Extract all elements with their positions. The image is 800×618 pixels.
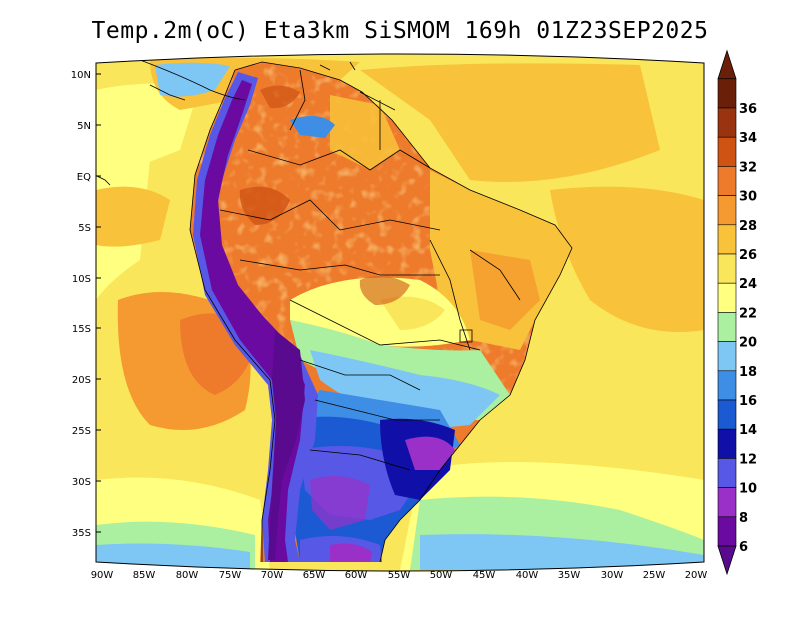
latitude-axis: 10N 5N EQ 5S 10S 15S 20S 25S 30S 35S bbox=[71, 70, 101, 539]
colorbar-swatch bbox=[717, 195, 737, 226]
longitude-axis: 90W 85W 80W 75W 70W 65W 60W 55W 50W 45W … bbox=[91, 570, 708, 581]
lon-label-70w: 70W bbox=[261, 570, 284, 581]
lat-label-30s: 30S bbox=[72, 477, 91, 488]
colorbar-label: 18 bbox=[739, 365, 757, 380]
lon-label-65w: 65W bbox=[303, 570, 326, 581]
lat-label-35s: 35S bbox=[72, 528, 91, 539]
colorbar-label: 6 bbox=[739, 540, 748, 555]
lon-label-35w: 35W bbox=[558, 570, 581, 581]
colorbar-swatch bbox=[717, 428, 737, 459]
lon-label-50w: 50W bbox=[430, 570, 453, 581]
lon-label-80w: 80W bbox=[176, 570, 199, 581]
colorbar-label: 22 bbox=[739, 306, 757, 321]
lon-label-55w: 55W bbox=[388, 570, 411, 581]
colorbar-label: 20 bbox=[739, 336, 757, 351]
lon-label-75w: 75W bbox=[219, 570, 242, 581]
lon-label-90w: 90W bbox=[91, 570, 114, 581]
lon-label-45w: 45W bbox=[473, 570, 496, 581]
colorbar-label: 12 bbox=[739, 452, 757, 467]
colorbar-swatch bbox=[717, 341, 737, 372]
lon-label-20w: 20W bbox=[685, 570, 708, 581]
colorbar-swatch bbox=[717, 78, 737, 109]
country-borders bbox=[96, 59, 573, 563]
colorbar-swatch bbox=[717, 312, 737, 342]
lon-label-40w: 40W bbox=[516, 570, 539, 581]
colorbar-swatch bbox=[717, 136, 737, 167]
colorbar-swatch bbox=[717, 399, 737, 430]
colorbar-swatch bbox=[717, 107, 737, 138]
colorbar-label: 10 bbox=[739, 482, 757, 497]
colorbar-legend: 36 34 32 30 28 26 24 22 20 18 16 14 12 10 8 6 bbox=[717, 49, 757, 576]
map-title: Temp.2m(oC) Eta3km SiSMOM 169h 01Z23SEP2… bbox=[91, 18, 709, 44]
colorbar-swatch bbox=[717, 166, 737, 196]
lat-label-5s: 5S bbox=[78, 223, 91, 234]
lat-label-20s: 20S bbox=[72, 375, 91, 386]
colorbar-swatch bbox=[717, 370, 737, 401]
colorbar-under-triangle bbox=[717, 545, 737, 576]
lon-label-60w: 60W bbox=[345, 570, 368, 581]
colorbar-swatch bbox=[717, 458, 737, 488]
colorbar-label: 16 bbox=[739, 394, 757, 409]
colorbar-swatch bbox=[717, 282, 737, 313]
temperature-field bbox=[96, 54, 704, 571]
lat-label-10s: 10S bbox=[72, 274, 91, 285]
lat-label-15s: 15S bbox=[72, 324, 91, 335]
lon-label-25w: 25W bbox=[643, 570, 666, 581]
colorbar-swatch bbox=[717, 487, 737, 518]
lat-label-5n: 5N bbox=[77, 121, 91, 132]
lon-label-30w: 30W bbox=[601, 570, 624, 581]
lat-label-10n: 10N bbox=[71, 70, 91, 81]
colorbar-label: 14 bbox=[739, 423, 757, 438]
colorbar-label: 28 bbox=[739, 219, 757, 234]
colorbar-swatch bbox=[717, 253, 737, 284]
colorbar-label: 30 bbox=[739, 190, 757, 205]
colorbar-label: 34 bbox=[739, 131, 757, 146]
colorbar-over-triangle bbox=[717, 49, 737, 80]
colorbar-label: 26 bbox=[739, 248, 757, 263]
lat-label-eq: EQ bbox=[77, 172, 91, 183]
colorbar-swatch bbox=[717, 516, 737, 547]
lat-label-25s: 25S bbox=[72, 426, 91, 437]
colorbar-swatch bbox=[717, 224, 737, 255]
colorbar-label: 32 bbox=[739, 160, 757, 175]
colorbar-label: 24 bbox=[739, 277, 757, 292]
lon-label-85w: 85W bbox=[133, 570, 156, 581]
colorbar-label: 36 bbox=[739, 102, 757, 117]
colorbar-label: 8 bbox=[739, 511, 748, 526]
map-frame bbox=[95, 53, 705, 572]
